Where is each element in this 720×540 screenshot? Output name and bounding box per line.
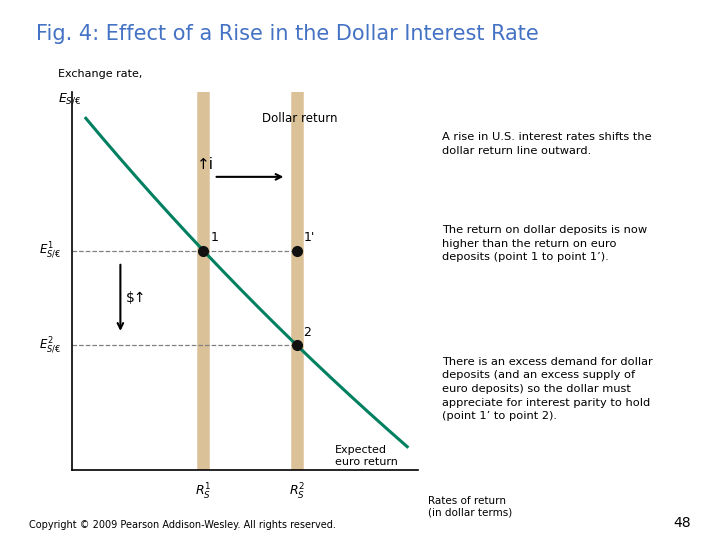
Text: $R^2_S$: $R^2_S$	[289, 482, 305, 502]
Text: The return on dollar deposits is now
higher than the return on euro
deposits (po: The return on dollar deposits is now hig…	[442, 225, 647, 262]
Text: Rates of return
(in dollar terms): Rates of return (in dollar terms)	[428, 496, 512, 518]
Text: 48: 48	[674, 516, 691, 530]
Text: Exchange rate,: Exchange rate,	[58, 69, 143, 79]
Text: Copyright © 2009 Pearson Addison-Wesley. All rights reserved.: Copyright © 2009 Pearson Addison-Wesley.…	[29, 520, 336, 530]
Text: Dollar return: Dollar return	[262, 112, 338, 125]
Text: 1: 1	[210, 231, 218, 244]
Text: 2: 2	[304, 326, 312, 339]
Text: Expected
euro return: Expected euro return	[335, 445, 397, 467]
Text: $E^1_{S/€}$: $E^1_{S/€}$	[40, 241, 62, 260]
Text: A rise in U.S. interest rates shifts the
dollar return line outward.: A rise in U.S. interest rates shifts the…	[442, 132, 652, 156]
Text: There is an excess demand for dollar
deposits (and an excess supply of
euro depo: There is an excess demand for dollar dep…	[442, 357, 653, 421]
Text: $E_{S/€}$: $E_{S/€}$	[58, 91, 81, 106]
Text: ↑i: ↑i	[197, 157, 213, 172]
Text: $↑: $↑	[125, 291, 146, 305]
Text: 1': 1'	[304, 231, 315, 244]
Text: $R^1_S$: $R^1_S$	[195, 482, 212, 502]
Text: $E^2_{S/€}$: $E^2_{S/€}$	[40, 335, 62, 355]
Text: Fig. 4: Effect of a Rise in the Dollar Interest Rate: Fig. 4: Effect of a Rise in the Dollar I…	[36, 24, 539, 44]
